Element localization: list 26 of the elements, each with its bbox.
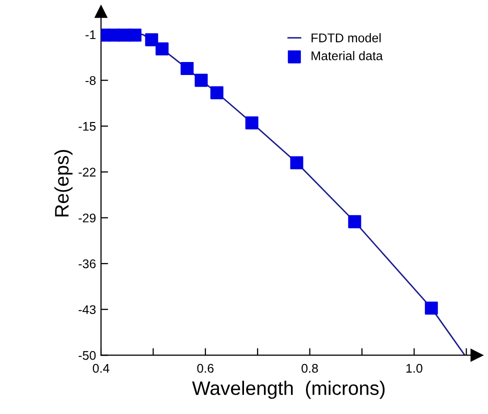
y-tick-label: -43	[78, 305, 96, 314]
y-tick-label: -22	[78, 168, 96, 176]
point	[156, 42, 169, 56]
point	[424, 302, 438, 315]
legend-label: Material data	[312, 51, 383, 60]
point	[290, 156, 304, 170]
y-tick-label: -8	[86, 76, 96, 85]
point	[210, 86, 224, 100]
legend-label: FDTD model	[312, 33, 381, 42]
x-tick-label: 0.4	[92, 364, 110, 373]
y-tick-label: -15	[78, 122, 96, 131]
point	[348, 215, 362, 228]
point	[245, 116, 258, 130]
point	[180, 62, 194, 76]
y-tick-label: -29	[78, 214, 96, 222]
y-tick-label: -50	[78, 351, 96, 360]
x-tick-label: 0.6	[197, 364, 214, 373]
y-axis-title: Re(eps)	[54, 150, 73, 216]
x-tick-label: 0.8	[302, 364, 318, 373]
point	[194, 74, 208, 87]
point	[128, 28, 142, 42]
x-axis-title: Wavelength (microns)	[192, 380, 385, 399]
y-tick-label: -1	[86, 30, 96, 40]
x-tick-label: 1.0	[406, 364, 422, 373]
point	[145, 33, 158, 46]
y-tick-label: -36	[78, 259, 96, 268]
